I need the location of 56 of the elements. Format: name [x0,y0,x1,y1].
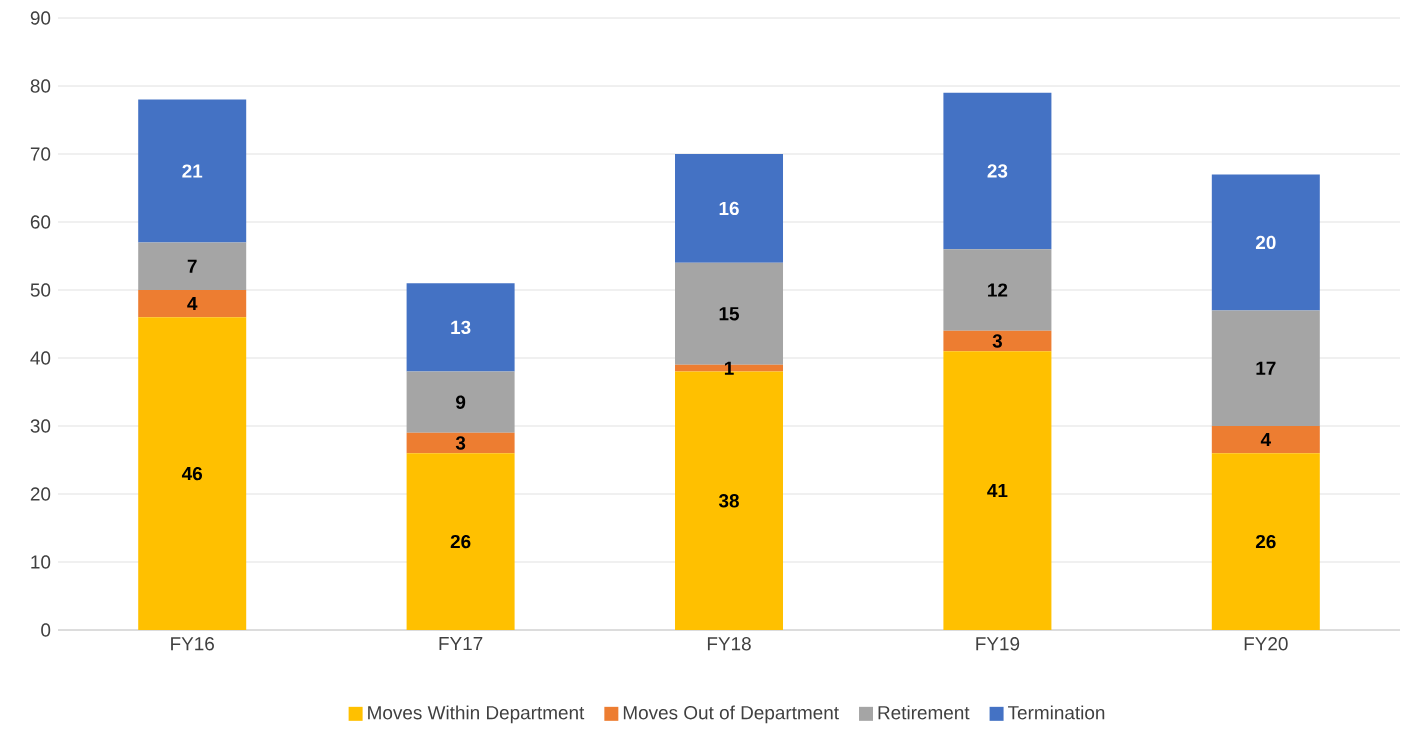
data-label: 13 [451,320,471,335]
y-tick-label: 40 [30,351,51,365]
data-label: 26 [450,534,471,549]
y-tick-label: 10 [31,555,51,569]
y-tick-label: 70 [30,147,51,161]
data-label: 4 [1260,433,1271,447]
bar [943,351,1052,630]
bar [1211,310,1320,427]
data-label: 3 [455,436,466,450]
legend-label: Moves Out of Department [623,705,839,724]
data-label: 12 [988,283,1008,297]
bar [943,249,1052,331]
data-label: 4 [187,297,198,311]
data-label: 21 [182,164,203,178]
x-tick-label: FY18 [707,637,751,651]
data-label: 23 [987,164,1008,178]
bar [138,99,247,243]
y-tick-label: 80 [30,79,51,93]
x-tick-label: FY16 [171,637,214,651]
bar [943,330,1052,352]
data-label: 15 [719,307,740,321]
bar [1211,426,1320,454]
y-tick-label: 50 [30,283,51,297]
data-label: 46 [181,466,203,481]
y-tick-label: 60 [30,215,51,229]
y-tick-label: 0 [41,623,51,637]
data-label: 7 [187,259,197,273]
data-label: 41 [987,484,1008,498]
bar [406,371,515,433]
data-label: 20 [1255,235,1276,250]
bar [138,317,247,630]
x-tick-label: FY20 [1244,637,1288,651]
bar [406,432,515,454]
y-tick-label: 30 [30,419,51,433]
legend-label: Retirement [878,705,970,720]
legend-label: Termination [1008,705,1105,720]
bar [138,290,247,318]
bar [138,242,247,291]
data-label: 3 [992,334,1002,348]
bar [1211,453,1320,630]
y-tick-label: 90 [30,11,51,25]
data-label: 16 [719,201,739,216]
data-label: 17 [1256,361,1276,375]
x-tick-label: FY17 [439,637,483,651]
bar [406,283,515,372]
bar [406,453,515,630]
data-label: 38 [718,494,739,508]
data-label: 9 [456,395,466,409]
y-tick-label: 20 [30,487,51,501]
legend-label: Moves Within Department [368,705,585,724]
data-label: 26 [1255,534,1276,549]
x-tick-label: FY19 [976,637,1020,651]
bar [675,154,784,263]
bar [943,92,1052,250]
data-label: 1 [724,361,734,375]
bar [1211,174,1320,311]
